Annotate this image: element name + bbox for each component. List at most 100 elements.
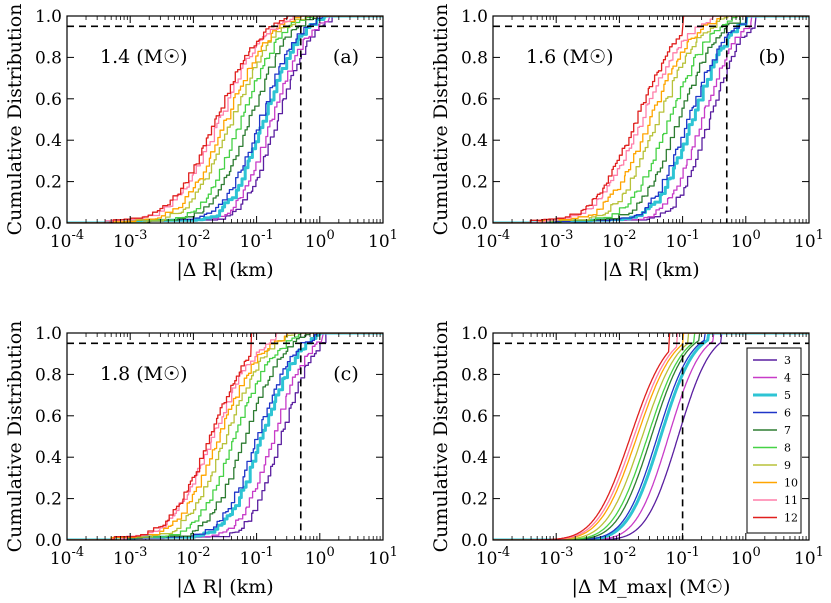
y-tick-label: 0.4 bbox=[35, 448, 62, 468]
y-tick-label: 1.0 bbox=[461, 7, 488, 27]
legend-box bbox=[746, 347, 802, 534]
y-tick-label: 0.8 bbox=[461, 365, 488, 385]
legend-label-5: 5 bbox=[784, 389, 791, 402]
series-group bbox=[493, 16, 809, 223]
plot-frame bbox=[492, 332, 810, 541]
series-line-12 bbox=[67, 333, 383, 540]
y-axis-label: Cumulative Distribution bbox=[430, 4, 452, 236]
x-tick-label: 100 bbox=[305, 545, 335, 569]
y-tick-label: 0.8 bbox=[35, 365, 62, 385]
x-axis-label: |Δ M_max| (M☉) bbox=[572, 576, 731, 598]
legend-label-6: 6 bbox=[784, 407, 791, 420]
series-line-4 bbox=[493, 333, 809, 540]
x-tick-label: 10-2 bbox=[602, 228, 636, 252]
y-axis-label: Cumulative Distribution bbox=[4, 321, 26, 553]
y-tick-label: 0.4 bbox=[461, 448, 488, 468]
series-line-10 bbox=[493, 16, 809, 223]
x-tick-label: 10-4 bbox=[476, 545, 510, 569]
chart-panel-d: 10-4 10-3 10-2 10-1 100 101 0.0 0.2 0.4 0.6 0.8 1.0… bbox=[430, 321, 824, 598]
chart-panel-a: 10-4 10-3 10-2 10-1 100 101 0.0 0.2 0.4 0.6 0.8 1.0… bbox=[4, 4, 398, 281]
chart-panel-b: 10-4 10-3 10-2 10-1 100 101 0.0 0.2 0.4 0.6 0.8 1.0… bbox=[430, 4, 824, 281]
y-tick-label: 0.6 bbox=[461, 90, 488, 110]
series-line-9 bbox=[493, 16, 809, 223]
legend-label-9: 9 bbox=[784, 459, 791, 472]
y-axis-label: Cumulative Distribution bbox=[430, 321, 452, 553]
y-tick-label: 0.6 bbox=[35, 407, 62, 427]
panel-tag: (a) bbox=[333, 46, 359, 68]
series-line-9 bbox=[67, 16, 383, 223]
x-axis-label: |Δ R| (km) bbox=[602, 259, 699, 281]
legend-label-12: 12 bbox=[784, 512, 798, 525]
x-tick-label: 100 bbox=[731, 228, 761, 252]
series-line-11 bbox=[493, 16, 809, 223]
y-axis-label: Cumulative Distribution bbox=[4, 4, 26, 236]
legend-label-4: 4 bbox=[784, 372, 791, 385]
x-tick-label: 101 bbox=[794, 228, 824, 252]
y-tick-label: 0.0 bbox=[35, 531, 62, 551]
y-tick-label: 0.4 bbox=[461, 131, 488, 151]
x-tick-label: 101 bbox=[794, 545, 824, 569]
x-tick-label: 100 bbox=[305, 228, 335, 252]
x-tick-label: 10-4 bbox=[50, 228, 84, 252]
series-line-5 bbox=[493, 333, 809, 540]
y-tick-label: 0.0 bbox=[461, 531, 488, 551]
legend-label-3: 3 bbox=[784, 354, 791, 367]
panel-tag: (b) bbox=[759, 46, 786, 68]
y-tick-label: 0.4 bbox=[35, 131, 62, 151]
y-tick-label: 0.2 bbox=[461, 173, 488, 193]
x-tick-label: 100 bbox=[731, 545, 761, 569]
x-tick-label: 10-2 bbox=[176, 545, 210, 569]
chart-panel-c: 10-4 10-3 10-2 10-1 100 101 0.0 0.2 0.4 0.6 0.8 1.0… bbox=[4, 321, 398, 598]
y-tick-label: 0.6 bbox=[35, 90, 62, 110]
series-line-12 bbox=[493, 16, 809, 223]
series-line-6 bbox=[67, 333, 383, 540]
x-tick-label: 10-3 bbox=[113, 228, 147, 252]
x-tick-label: 101 bbox=[368, 228, 398, 252]
legend-label-8: 8 bbox=[784, 442, 791, 455]
x-tick-label: 10-3 bbox=[539, 228, 573, 252]
x-tick-label: 10-1 bbox=[239, 228, 273, 252]
y-tick-label: 0.2 bbox=[461, 490, 488, 510]
y-tick-label: 0.6 bbox=[461, 407, 488, 427]
y-tick-label: 0.0 bbox=[461, 214, 488, 234]
series-line-8 bbox=[493, 16, 809, 223]
y-tick-label: 0.0 bbox=[35, 214, 62, 234]
x-tick-label: 10-4 bbox=[50, 545, 84, 569]
x-axis-label: |Δ R| (km) bbox=[176, 576, 273, 598]
y-tick-label: 0.2 bbox=[35, 490, 62, 510]
x-tick-label: 101 bbox=[368, 545, 398, 569]
series-line-3 bbox=[493, 333, 809, 540]
legend-label-11: 11 bbox=[784, 494, 798, 507]
mass-annotation: 1.4 (M☉) bbox=[100, 46, 188, 68]
x-tick-label: 10-3 bbox=[113, 545, 147, 569]
y-tick-label: 1.0 bbox=[35, 7, 62, 27]
mass-annotation: 1.6 (M☉) bbox=[526, 46, 614, 68]
legend-label-7: 7 bbox=[784, 424, 791, 437]
y-tick-label: 0.2 bbox=[35, 173, 62, 193]
y-tick-label: 1.0 bbox=[35, 324, 62, 344]
x-tick-label: 10-1 bbox=[239, 545, 273, 569]
series-line-12 bbox=[67, 16, 383, 223]
plot-frame bbox=[66, 15, 384, 224]
x-tick-label: 10-4 bbox=[476, 228, 510, 252]
x-tick-label: 10-3 bbox=[539, 545, 573, 569]
legend-label-10: 10 bbox=[784, 477, 798, 490]
mass-annotation: 1.8 (M☉) bbox=[100, 363, 188, 385]
x-tick-label: 10-2 bbox=[602, 545, 636, 569]
plot-frame bbox=[66, 332, 384, 541]
series-line-6 bbox=[493, 16, 809, 223]
x-tick-label: 10-1 bbox=[665, 545, 699, 569]
panel-tag: (c) bbox=[333, 363, 358, 385]
series-group bbox=[67, 333, 383, 540]
series-line-10 bbox=[67, 16, 383, 223]
y-tick-label: 0.8 bbox=[461, 48, 488, 68]
series-line-10 bbox=[67, 333, 383, 540]
series-line-8 bbox=[67, 333, 383, 540]
x-tick-label: 10-1 bbox=[665, 228, 699, 252]
y-tick-label: 0.8 bbox=[35, 48, 62, 68]
legend: 3 4 5 6 7 8 9 10 11 12 bbox=[746, 347, 802, 534]
y-tick-label: 1.0 bbox=[461, 324, 488, 344]
x-tick-label: 10-2 bbox=[176, 228, 210, 252]
series-line-7 bbox=[493, 16, 809, 223]
